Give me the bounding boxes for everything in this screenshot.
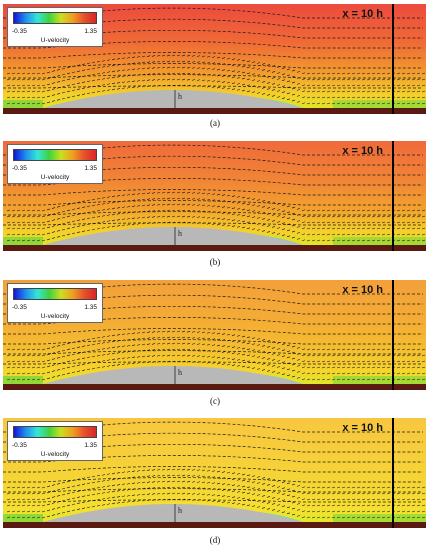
panel-d: -0.35 1.35 U-velocity x = 10 h h: [3, 418, 426, 528]
caption-b: (b): [209, 257, 221, 267]
colorbar-min-label: -0.35: [12, 304, 27, 311]
caption-a: (a): [210, 118, 220, 128]
colorbar-legend: -0.35 1.35 U-velocity: [7, 421, 103, 461]
colorbar-max-label: 1.35: [84, 28, 97, 35]
position-label: x = 10 h: [342, 284, 383, 296]
height-label: h: [178, 368, 182, 377]
colorbar-title: U-velocity: [40, 451, 70, 458]
colorbar-legend: -0.35 1.35 U-velocity: [7, 283, 103, 323]
colorbar-max-label: 1.35: [84, 165, 97, 172]
position-label: x = 10 h: [342, 422, 383, 434]
panel-b: -0.35 1.35 U-velocity x = 10 h h: [3, 141, 426, 251]
colorbar-max-label: 1.35: [84, 304, 97, 311]
colorbar: [13, 12, 97, 24]
colorbar-legend: -0.35 1.35 U-velocity: [7, 144, 103, 184]
height-label: h: [178, 229, 182, 238]
velocity-field-a: [3, 4, 426, 114]
colorbar: [13, 426, 97, 438]
colorbar-max-label: 1.35: [84, 442, 97, 449]
colorbar: [13, 149, 97, 161]
velocity-field-d: [3, 418, 426, 528]
colorbar-min-label: -0.35: [12, 442, 27, 449]
colorbar-title: U-velocity: [40, 37, 70, 44]
colorbar-title: U-velocity: [40, 174, 70, 181]
colorbar: [13, 288, 97, 300]
height-label: h: [178, 92, 182, 101]
velocity-field-c: [3, 280, 426, 390]
position-label: x = 10 h: [342, 145, 383, 157]
colorbar-min-label: -0.35: [12, 165, 27, 172]
height-label: h: [178, 506, 182, 515]
position-label: x = 10 h: [342, 8, 383, 20]
panel-c: -0.35 1.35 U-velocity x = 10 h h: [3, 280, 426, 390]
colorbar-legend: -0.35 1.35 U-velocity: [7, 7, 103, 47]
caption-d: (d): [209, 535, 221, 545]
colorbar-title: U-velocity: [40, 313, 70, 320]
panel-a: -0.35 1.35 U-velocity x = 10 h h: [3, 4, 426, 114]
colorbar-min-label: -0.35: [12, 28, 27, 35]
caption-c: (c): [210, 396, 220, 406]
